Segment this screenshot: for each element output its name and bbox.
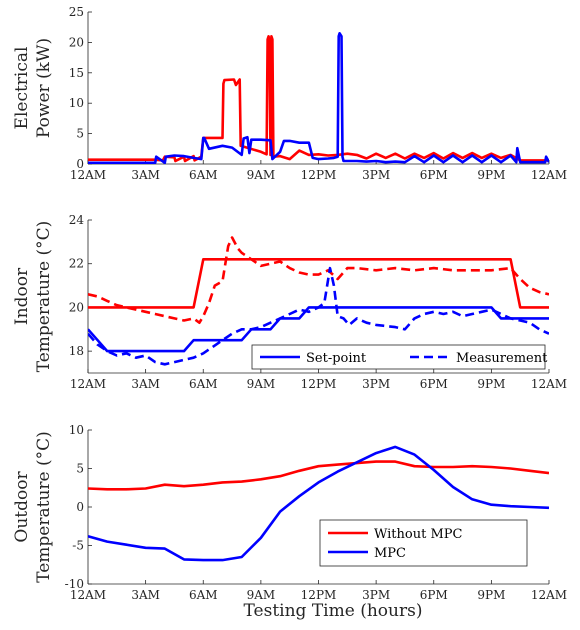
legend-label: Without MPC bbox=[374, 527, 463, 542]
x-tick-label: 12AM bbox=[531, 588, 567, 602]
series-line-measurement bbox=[88, 236, 549, 325]
y-tick-label: 18 bbox=[69, 344, 84, 358]
y-tick-label: 20 bbox=[69, 300, 84, 314]
legend: Without MPC MPC bbox=[319, 519, 528, 567]
x-axis-label: Testing Time (hours) bbox=[244, 601, 423, 621]
y-axis-label: Temperature (°C) bbox=[34, 431, 54, 583]
x-tick-label: 6PM bbox=[420, 588, 448, 602]
x-tick-label: 6AM bbox=[189, 377, 218, 391]
chart-panel-3: -10 -5 0 5 10 12AM 3AM 6AM 9AM 12PM 3PM 6PM 9PM 12AM O… bbox=[12, 423, 567, 602]
x-tick-label: 3AM bbox=[131, 377, 160, 391]
y-tick-label: 10 bbox=[69, 96, 84, 110]
y-tick-label: 10 bbox=[69, 423, 84, 437]
x-tick-label: 6PM bbox=[420, 377, 448, 391]
y-tick-label: 0 bbox=[76, 500, 84, 514]
series-line-without-mpc bbox=[88, 34, 549, 163]
x-tick-label: 12PM bbox=[301, 377, 337, 391]
legend-label: Set-point bbox=[306, 351, 367, 366]
x-tick-label: 9PM bbox=[477, 588, 505, 602]
series-line-mpc bbox=[88, 31, 549, 164]
legend-label: Measurement bbox=[456, 351, 548, 366]
x-tick-label: 3AM bbox=[131, 168, 160, 182]
x-tick-label: 9AM bbox=[247, 168, 276, 182]
y-tick-label: 25 bbox=[69, 5, 84, 19]
x-tick-label: 6PM bbox=[420, 168, 448, 182]
y-axis-label: Indoor bbox=[12, 267, 32, 325]
series-line-set-point bbox=[88, 257, 549, 309]
chart-panel-2: 18 20 22 24 12AM 3AM 6AM 9AM 12PM 3PM 6PM 9PM 12AM In… bbox=[12, 213, 567, 391]
x-tick-label: 12PM bbox=[301, 168, 337, 182]
legend-box bbox=[319, 519, 528, 567]
y-tick-label: 5 bbox=[76, 127, 84, 141]
legend-label: MPC bbox=[374, 546, 406, 561]
x-tick-label: 9AM bbox=[247, 588, 276, 602]
y-tick-label: 22 bbox=[69, 257, 84, 271]
x-tick-label: 3PM bbox=[362, 588, 390, 602]
x-tick-label: 9PM bbox=[477, 168, 505, 182]
y-tick-label: -10 bbox=[65, 577, 84, 591]
x-tick-label: 12PM bbox=[301, 588, 337, 602]
y-tick-label: 0 bbox=[76, 157, 84, 171]
x-tick-label: 12AM bbox=[70, 588, 106, 602]
y-tick-label: -5 bbox=[72, 539, 84, 553]
x-tick-label: 3PM bbox=[362, 168, 390, 182]
y-tick-label: 5 bbox=[76, 462, 84, 476]
series-line-measurement bbox=[88, 266, 549, 366]
y-tick-label: 20 bbox=[69, 35, 84, 49]
y-axis-label: Electrical bbox=[12, 47, 32, 130]
x-tick-label: 9PM bbox=[477, 377, 505, 391]
legend-box bbox=[251, 344, 546, 370]
y-tick-label: 15 bbox=[69, 66, 84, 80]
series-line-without-mpc bbox=[88, 460, 549, 491]
series-line-set-point bbox=[88, 306, 549, 353]
x-tick-label: 9AM bbox=[247, 377, 276, 391]
x-tick-label: 12AM bbox=[531, 168, 567, 182]
x-tick-label: 3PM bbox=[362, 377, 390, 391]
y-axis-label: Outdoor bbox=[12, 471, 32, 543]
x-tick-label: 3AM bbox=[131, 588, 160, 602]
x-tick-label: 6AM bbox=[189, 588, 218, 602]
y-axis-label: Temperature (°C) bbox=[34, 221, 54, 373]
x-tick-label: 12AM bbox=[70, 377, 106, 391]
legend: Set-point Measurement bbox=[251, 344, 548, 370]
x-tick-label: 12AM bbox=[70, 168, 106, 182]
series-line-mpc bbox=[88, 445, 549, 562]
chart-panel-1: 0 5 10 15 20 25 12AM 3AM 6AM 9AM 12PM 3PM 6PM 9PM 12AM… bbox=[12, 5, 567, 182]
x-tick-label: 6AM bbox=[189, 168, 218, 182]
x-tick-label: 12AM bbox=[531, 377, 567, 391]
y-tick-label: 24 bbox=[69, 213, 85, 227]
y-axis-label: Power (kW) bbox=[34, 38, 54, 138]
